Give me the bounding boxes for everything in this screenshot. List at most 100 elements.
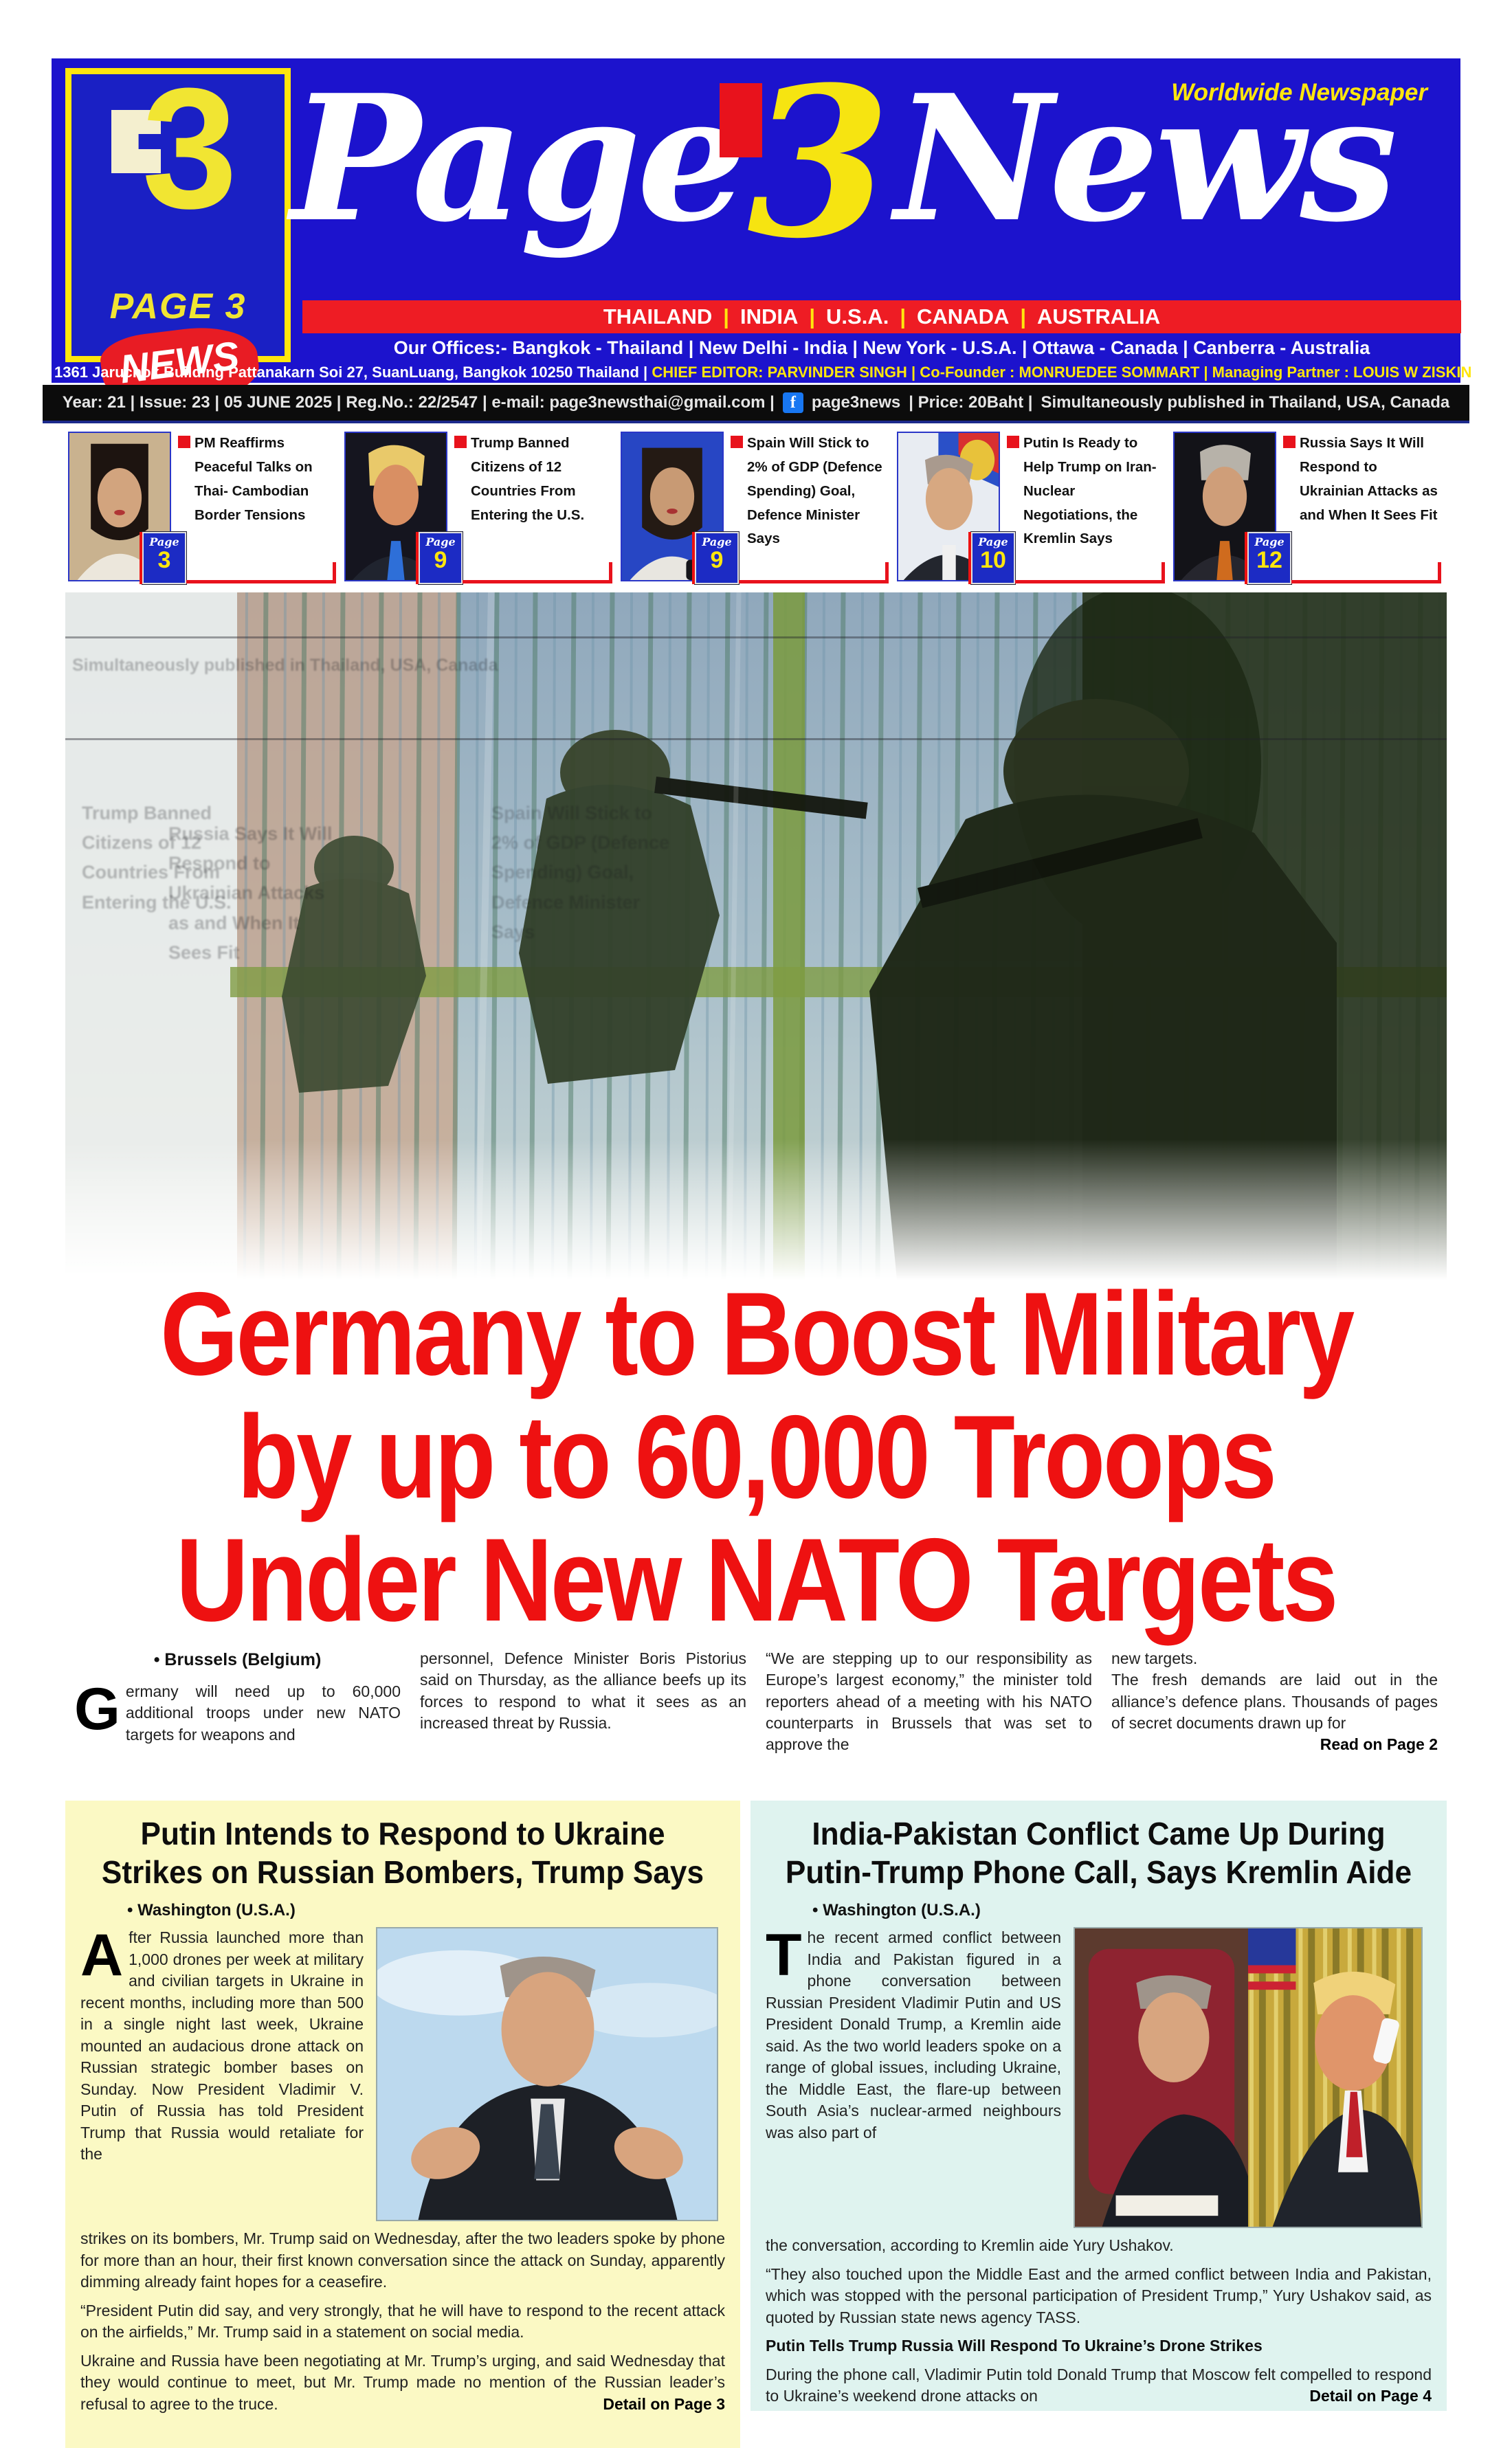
country-separator: | xyxy=(900,304,907,329)
teaser-red-marker xyxy=(454,436,467,448)
lead-headline-line-3: Under New NATO Targets xyxy=(175,1513,1338,1646)
scan-ghost-text: Spain Will Stick to 2% of GDP (Defence S… xyxy=(491,803,670,942)
article-headline-line-2: Putin-Trump Phone Call, Says Kremlin Aid… xyxy=(785,1854,1412,1891)
article-col2-text: Now President Vladimir V. Putin of Russi… xyxy=(80,2080,364,2163)
article-headline-line-1: India-Pakistan Conflict Came Up During xyxy=(812,1816,1386,1851)
article-paragraph-text: Ukraine and Russia have been negotiating… xyxy=(80,2351,725,2413)
teaser-headline: PM Reaffirms Peaceful Talks on Thai- Cam… xyxy=(194,435,313,523)
teaser-rule-tick xyxy=(333,562,336,583)
page-badge: Page 9 xyxy=(695,532,739,584)
scan-ghost-rule xyxy=(65,738,1447,740)
soldier-center xyxy=(519,730,868,1084)
article-top-row: A fter Russia launched more than 1,000 d… xyxy=(80,1926,725,2222)
page-badge-label: Page xyxy=(425,535,456,548)
article-col2-text: As the two world leaders spoke on a rang… xyxy=(766,2036,1062,2141)
page-badge-number: 9 xyxy=(710,547,724,573)
teaser-trump-ban: Trump Banned Citizens of 12 Countries Fr… xyxy=(342,432,618,591)
teaser-thai-pm: PM Reaffirms Peaceful Talks on Thai- Cam… xyxy=(65,432,342,591)
thai-pm-photo xyxy=(68,432,171,581)
teaser-spain-gdp: Spain Will Stick to 2% of GDP (Defence S… xyxy=(618,432,894,591)
scan-ghost-text: Trump Banned Citizens of 12 Countries Fr… xyxy=(82,803,232,913)
lead-headline: Germany to Boost Military by up to 60,00… xyxy=(27,1273,1485,1642)
title-digit-3: 3 xyxy=(747,41,891,284)
country-india: INDIA xyxy=(740,304,799,329)
front-page-teasers: PM Reaffirms Peaceful Talks on Thai- Cam… xyxy=(65,432,1447,591)
page-badge: Page 3 xyxy=(142,532,186,584)
article-headline: India-Pakistan Conflict Came Up During P… xyxy=(779,1814,1418,1891)
teaser-rule-tick xyxy=(609,562,612,583)
peskov-portrait-art xyxy=(1175,433,1275,580)
country-separator: | xyxy=(723,304,729,329)
country-canada: CANADA xyxy=(917,304,1010,329)
page-badge-label: Page xyxy=(1254,535,1285,548)
teaser-rule-tick xyxy=(1438,562,1441,583)
putin-trump-call-art xyxy=(1075,1928,1421,2227)
offices-line: Our Offices:- Bangkok - Thailand | New D… xyxy=(393,337,1370,358)
article-paragraph-text: During the phone call, Vladimir Putin to… xyxy=(766,2365,1432,2405)
page-badge-label: Page xyxy=(149,535,179,548)
price: | Price: 20Baht | xyxy=(909,393,1033,412)
article-headline: Putin Intends to Respond to Ukraine Stri… xyxy=(93,1814,712,1891)
page-badge-number: 12 xyxy=(1256,547,1282,573)
article-paragraph: “They also touched upon the Middle East … xyxy=(766,2265,1432,2326)
article-col1-text: fter Russia launched more than 1,000 dro… xyxy=(80,1928,364,2098)
teaser-russia-respond: Russia Says It Will Respond to Ukrainian… xyxy=(1170,432,1447,591)
article-subhead: Putin Tells Trump Russia Will Respond To… xyxy=(766,2337,1263,2355)
lead-col3-text: “We are stepping up to our responsibilit… xyxy=(766,1649,1092,1754)
teaser-rule xyxy=(186,580,336,583)
published-in: Simultaneously published in Thailand, US… xyxy=(1041,393,1450,412)
lead-column-1: • Brussels (Belgium) G ermany will need … xyxy=(74,1648,401,1794)
phone-fax: | Ph.: +66-23199643, +66-27194807, Fax: … xyxy=(1476,364,1512,381)
title-3-wrap: 3 xyxy=(720,60,891,266)
soldier-left xyxy=(282,836,426,1093)
countries-bar: THAILAND | INDIA | U.S.A. | CANADA | AUS… xyxy=(302,300,1461,333)
lead-col4-text-b: The fresh demands are laid out in the al… xyxy=(1111,1671,1438,1732)
teaser-headline: Russia Says It Will Respond to Ukrainian… xyxy=(1300,435,1438,523)
putin-gesturing-art xyxy=(377,1928,717,2221)
lead-col1-text: ermany will need up to 60,000 additional… xyxy=(125,1682,401,1744)
masthead-band: 3 PAGE 3 NEWS Page 3 News Worldwide News… xyxy=(52,52,1512,414)
article-paragraph: the conversation, according to Kremlin a… xyxy=(766,2236,1174,2255)
country-usa: U.S.A. xyxy=(826,304,889,329)
country-separator: | xyxy=(1020,304,1027,329)
page-badge-label: Page xyxy=(978,535,1008,548)
lead-dateline: • Brussels (Belgium) xyxy=(153,1650,322,1669)
scan-ghost-text: Simultaneously published in Thailand, US… xyxy=(72,656,498,675)
page3-logo: 3 PAGE 3 NEWS xyxy=(65,52,291,414)
article-paragraph: strikes on its bombers, Mr. Trump said o… xyxy=(80,2229,725,2291)
issue-info: Year: 21 | Issue: 23 | 05 JUNE 2025 | Re… xyxy=(62,393,775,412)
lead-article-body: • Brussels (Belgium) G ermany will need … xyxy=(74,1648,1438,1794)
teaser-rule-tick xyxy=(1161,562,1165,583)
article-putin-bombers: Putin Intends to Respond to Ukraine Stri… xyxy=(65,1801,740,2448)
issue-dateline-bar: Year: 21 | Issue: 23 | 05 JUNE 2025 | Re… xyxy=(43,385,1469,423)
newspaper-title: Page 3 News xyxy=(291,60,1398,299)
lead-dropcap: G xyxy=(74,1676,120,1742)
country-thailand: THAILAND xyxy=(603,304,713,329)
article-headline-line-1: Putin Intends to Respond to Ukraine xyxy=(140,1816,665,1851)
logo-big-3: 3 xyxy=(142,52,238,244)
scan-ghost-text: Russia Says It Will Respond to Ukrainian… xyxy=(168,823,333,963)
article-paragraph: During the phone call, Vladimir Putin to… xyxy=(766,2364,1432,2407)
worldwide-newspaper-tagline: Worldwide Newspaper xyxy=(1171,79,1427,106)
page-badge-label: Page xyxy=(702,535,732,548)
title-word-news: News xyxy=(894,57,1397,260)
title-red-accent xyxy=(720,83,763,157)
article-paragraph: “President Putin did say, and very stron… xyxy=(80,2301,725,2341)
article-headline-line-2: Strikes on Russian Bombers, Trump Says xyxy=(101,1854,704,1891)
peskov-photo xyxy=(1173,432,1276,581)
facebook-handle: page3news xyxy=(811,393,901,412)
logo-page3-label: PAGE 3 xyxy=(109,287,247,326)
lead-col2-text: personnel, Defence Minister Boris Pistor… xyxy=(420,1649,746,1732)
page-badge-number: 9 xyxy=(434,547,447,573)
title-word-page: Page xyxy=(290,57,748,260)
article-text-column: T he recent armed conflict between India… xyxy=(766,1926,1062,2228)
lead-col4-text-a: new targets. xyxy=(1111,1649,1198,1667)
article-continuation: Detail on Page 4 xyxy=(1309,2387,1432,2405)
teaser-putin-iran: Putin Is Ready to Help Trump on Iran-Nuc… xyxy=(894,432,1170,591)
page-badge-number: 10 xyxy=(980,547,1006,573)
scan-ghost-rule xyxy=(65,636,1447,638)
teaser-headline: Trump Banned Citizens of 12 Countries Fr… xyxy=(471,435,585,523)
article-col1-text: he recent armed conflict between India a… xyxy=(766,1928,1061,2055)
teaser-headline: Putin Is Ready to Help Trump on Iran-Nuc… xyxy=(1023,435,1157,547)
